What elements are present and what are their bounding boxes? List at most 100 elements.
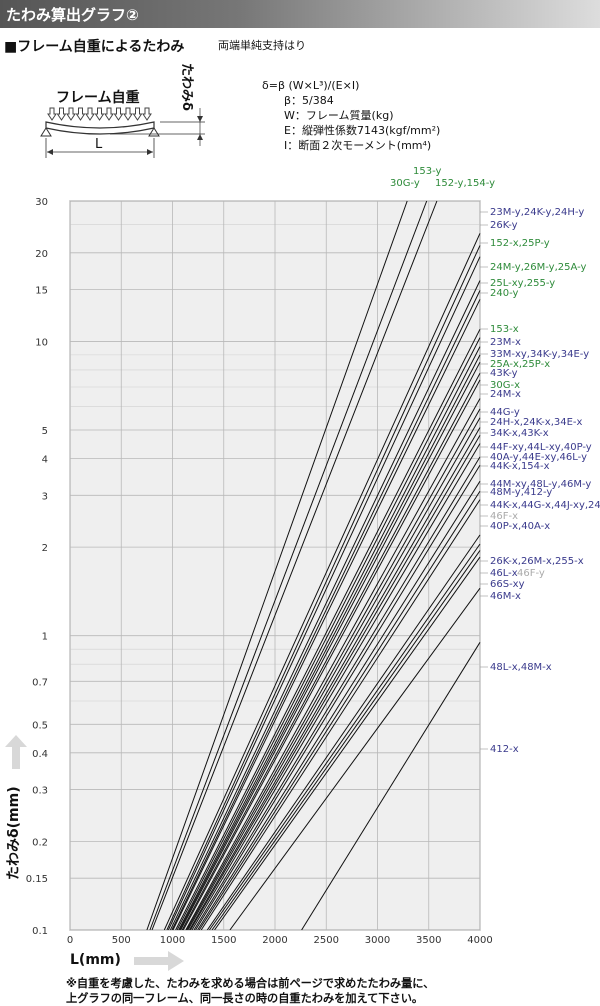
x-tick-label: 0 bbox=[67, 935, 73, 946]
title-bar: たわみ算出グラフ② bbox=[0, 0, 600, 28]
series-line bbox=[163, 233, 481, 930]
series-label: 24M-y,26M-y,25A-y bbox=[490, 262, 587, 273]
series-line bbox=[146, 200, 408, 930]
x-tick-label: 2000 bbox=[262, 935, 287, 946]
right-arrow-icon bbox=[134, 951, 184, 971]
x-tick-label: 4000 bbox=[467, 935, 492, 946]
support-note: 両端単純支持はり bbox=[218, 39, 306, 52]
y-tick-label: 5 bbox=[42, 426, 48, 437]
series-label: 153-y bbox=[413, 166, 442, 177]
series-line bbox=[166, 245, 481, 930]
formula-i: I：断面２次モーメント(mm⁴) bbox=[284, 139, 432, 152]
series-label: 43K-y bbox=[490, 368, 518, 379]
series-line bbox=[169, 280, 481, 930]
series-label: 48M-y,412-y bbox=[490, 487, 552, 498]
up-arrow-icon bbox=[5, 735, 27, 769]
series-label: 46F-y bbox=[517, 568, 545, 579]
series-label: 23M-x bbox=[490, 337, 521, 348]
series-label: 153-x bbox=[490, 324, 519, 335]
load-arrow bbox=[66, 107, 76, 121]
series-line bbox=[151, 200, 438, 930]
series-label: 46M-x bbox=[490, 591, 521, 602]
x-tick-label: 2500 bbox=[314, 935, 339, 946]
y-tick-label: 10 bbox=[35, 337, 48, 348]
series-label: 44F-xy,44L-xy,40P-y bbox=[490, 442, 592, 453]
y-tick-label: 30 bbox=[35, 197, 48, 208]
y-tick-label: 0.3 bbox=[32, 786, 48, 797]
series-label: 40A-y,44E-xy,46L-y bbox=[490, 452, 587, 463]
series-label: 40P-x,40A-x bbox=[490, 521, 550, 532]
deflection-label: たわみδ bbox=[179, 63, 194, 111]
series-line bbox=[198, 490, 481, 930]
y-tick-label: 0.4 bbox=[32, 749, 48, 760]
y-tick-label: 3 bbox=[42, 491, 48, 502]
load-arrow bbox=[56, 107, 67, 121]
series-label: 26K-y bbox=[490, 220, 518, 231]
beam-diagram: フレーム自重 L たわみδ bbox=[40, 63, 205, 158]
section-subtitle: ■フレーム自重によるたわみ bbox=[4, 39, 185, 55]
series-label: 46F-x bbox=[490, 511, 518, 522]
load-arrow bbox=[142, 107, 152, 121]
formula-w: W：フレーム質量(kg) bbox=[284, 109, 394, 122]
load-arrow bbox=[104, 107, 114, 121]
formula-block: δ=β (W×L³)/(E×I) β：5/384 W：フレーム質量(kg) E：… bbox=[262, 78, 440, 153]
series-line bbox=[211, 550, 481, 930]
series-label: 44M-xy,48L-y,46M-y bbox=[490, 479, 591, 490]
series-label: 44K-x,44G-x,44J-xy,240-x bbox=[490, 500, 600, 511]
series-line bbox=[229, 587, 481, 930]
x-tick-label: 500 bbox=[112, 935, 131, 946]
y-tick-label: 15 bbox=[35, 286, 48, 297]
series-label: 152-x,25P-y bbox=[490, 238, 550, 249]
x-axis-label: L(mm) bbox=[70, 952, 121, 968]
formula-beta: β：5/384 bbox=[284, 94, 334, 107]
load-arrow bbox=[85, 107, 95, 121]
series-label: 24M-x bbox=[490, 389, 521, 400]
y-tick-label: 20 bbox=[35, 249, 48, 260]
series-line bbox=[186, 408, 481, 930]
series-line bbox=[200, 499, 481, 930]
series-line bbox=[214, 556, 481, 930]
series-line bbox=[181, 372, 481, 930]
series-label: 48L-x,48M-x bbox=[490, 662, 552, 673]
series-label: 240-y bbox=[490, 288, 519, 299]
series-line bbox=[208, 543, 481, 930]
series-label: 24H-x,24K-x,34E-x bbox=[490, 417, 583, 428]
load-arrows-icon bbox=[47, 107, 152, 121]
y-tick-label: 0.7 bbox=[32, 677, 48, 688]
series-label: 34K-x,43K-x bbox=[490, 428, 549, 439]
beam-label: フレーム自重 bbox=[56, 89, 140, 106]
series-label: 26K-x,26M-x,255-x bbox=[490, 556, 584, 567]
series-line bbox=[179, 354, 481, 930]
series-line bbox=[149, 200, 428, 930]
footnote-line-1: ※自重を考慮した、たわみを求める場合は前ページで求めたたわみ量に、 bbox=[66, 977, 435, 990]
series-line bbox=[191, 443, 481, 930]
load-arrow bbox=[47, 107, 57, 121]
series-label: 412-x bbox=[490, 744, 519, 755]
load-arrow bbox=[132, 107, 143, 121]
x-tick-label: 1500 bbox=[211, 935, 236, 946]
formula-e: E：縦弾性係数7143(kgf/mm²) bbox=[284, 124, 441, 137]
load-arrow bbox=[75, 107, 86, 121]
series-line bbox=[187, 417, 481, 930]
series-label: 30G-x bbox=[490, 380, 520, 391]
x-tick-label: 3000 bbox=[365, 935, 390, 946]
x-tick-label: 1000 bbox=[160, 935, 185, 946]
series-line bbox=[197, 480, 481, 930]
series-line bbox=[185, 398, 481, 930]
series-line bbox=[195, 464, 481, 930]
y-tick-label: 1 bbox=[42, 632, 48, 643]
series-label: 23M-y,24K-y,24H-y bbox=[490, 207, 584, 218]
y-tick-label: 4 bbox=[42, 455, 48, 466]
load-arrow bbox=[94, 107, 105, 121]
series-label: 25L-xy,255-y bbox=[490, 278, 555, 289]
formula-equation: δ=β (W×L³)/(E×I) bbox=[262, 79, 360, 92]
y-tick-label: 0.2 bbox=[32, 837, 48, 848]
load-arrow bbox=[123, 107, 133, 121]
y-axis-label: たわみδ(mm) bbox=[6, 786, 22, 880]
series-line bbox=[182, 379, 481, 930]
series-line bbox=[206, 534, 481, 930]
footnote: ※自重を考慮した、たわみを求める場合は前ページで求めたたわみ量に、 上グラフの同… bbox=[66, 976, 434, 1006]
series-line bbox=[167, 256, 481, 930]
y-tick-label: 2 bbox=[42, 543, 48, 554]
y-tick-label: 0.5 bbox=[32, 720, 48, 731]
